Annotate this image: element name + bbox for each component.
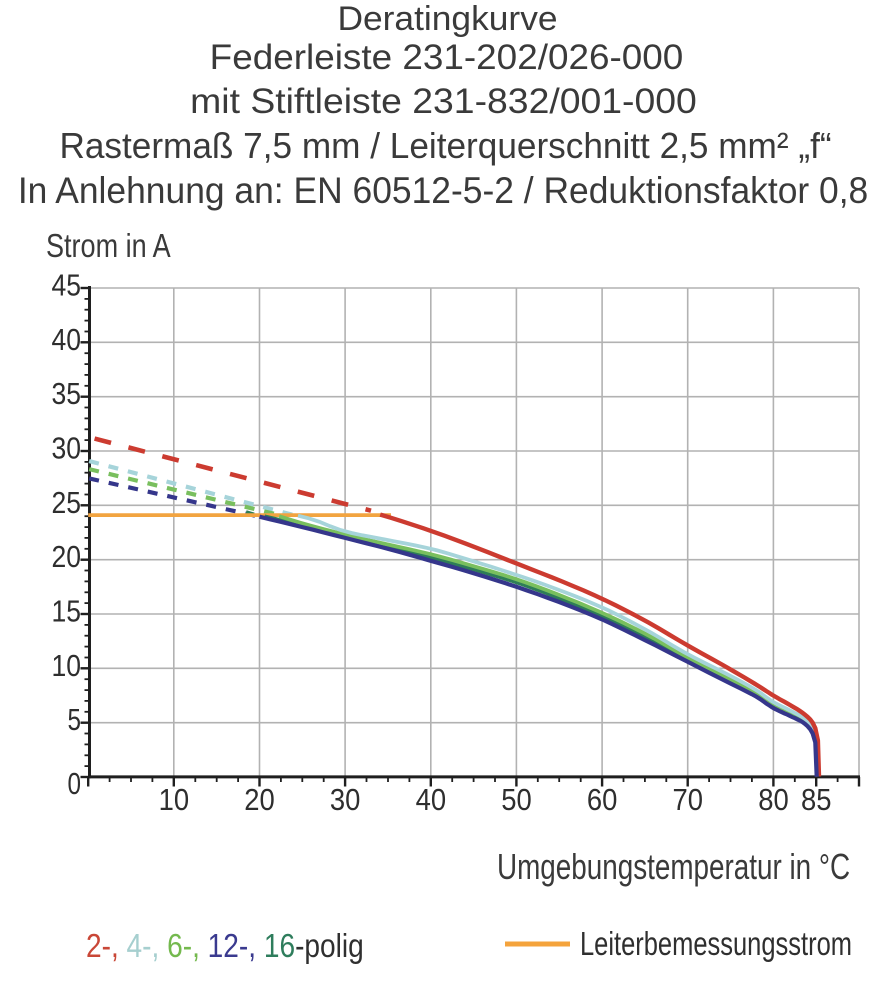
svg-text:0: 0 [68, 766, 82, 801]
svg-text:20: 20 [52, 539, 82, 574]
svg-text:40: 40 [52, 322, 82, 357]
svg-text:10: 10 [52, 648, 82, 683]
svg-text:50: 50 [501, 782, 532, 817]
svg-text:85: 85 [801, 782, 832, 817]
svg-text:30: 30 [330, 782, 361, 817]
svg-text:40: 40 [416, 782, 447, 817]
svg-text:10: 10 [159, 782, 190, 817]
svg-text:60: 60 [587, 782, 618, 817]
svg-text:70: 70 [673, 782, 704, 817]
svg-text:45: 45 [52, 268, 82, 303]
svg-text:30: 30 [52, 431, 82, 466]
svg-text:15: 15 [52, 594, 82, 629]
svg-text:35: 35 [52, 376, 82, 411]
svg-text:5: 5 [68, 702, 82, 737]
svg-text:25: 25 [52, 485, 82, 520]
svg-text:20: 20 [244, 782, 274, 817]
svg-text:80: 80 [758, 782, 789, 817]
